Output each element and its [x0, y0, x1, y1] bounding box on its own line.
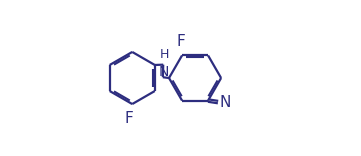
Text: N: N [220, 95, 231, 110]
Text: F: F [125, 111, 133, 126]
Text: H: H [159, 48, 169, 61]
Text: F: F [176, 34, 185, 49]
Text: N: N [159, 65, 169, 79]
